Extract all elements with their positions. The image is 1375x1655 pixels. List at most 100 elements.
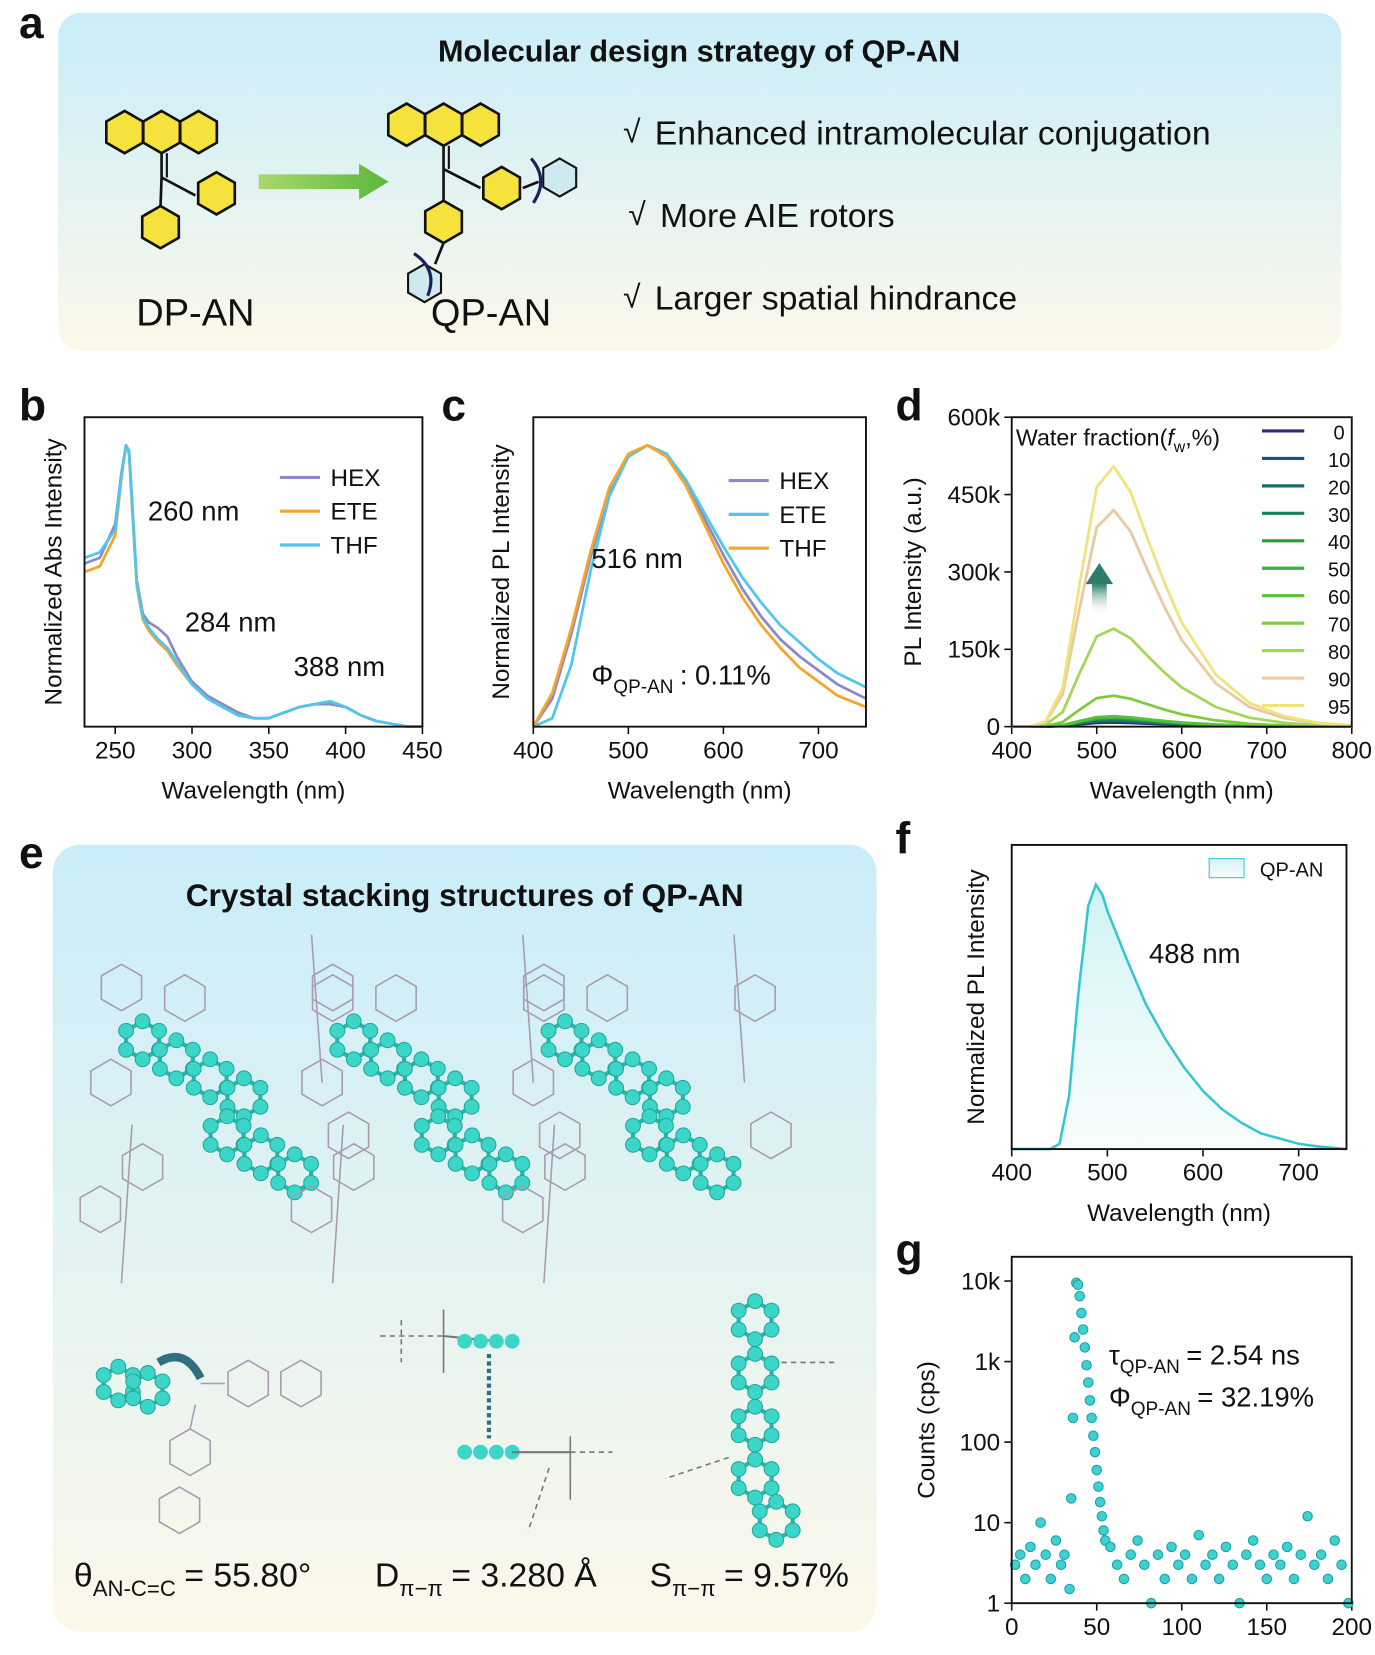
x-tick-label: 600 bbox=[1183, 1160, 1224, 1187]
value: = 55.80° bbox=[184, 1556, 311, 1594]
legend-label: ETE bbox=[331, 499, 378, 526]
drawing bbox=[641, 1146, 658, 1163]
feature-text: More AIE rotors bbox=[660, 197, 895, 235]
point bbox=[1094, 1496, 1106, 1508]
drawing bbox=[457, 1333, 473, 1349]
annotation: 260 nm bbox=[148, 496, 240, 527]
x-tick-label: 150 bbox=[1247, 1614, 1288, 1641]
drawing bbox=[202, 1117, 219, 1134]
line bbox=[1011, 627, 1352, 729]
point bbox=[1179, 1549, 1191, 1560]
point bbox=[1067, 1412, 1079, 1424]
point bbox=[1288, 1573, 1300, 1585]
drawing bbox=[529, 157, 543, 204]
legend-title: Water fraction(fw,%) bbox=[1016, 425, 1220, 456]
drawing bbox=[504, 1333, 520, 1349]
plot-frame bbox=[532, 416, 867, 728]
drawing bbox=[433, 242, 445, 265]
drawing bbox=[423, 102, 464, 148]
legend-label: 50 bbox=[1328, 560, 1350, 582]
drawing bbox=[733, 934, 746, 1083]
drawing bbox=[379, 1032, 396, 1049]
point bbox=[1030, 1559, 1041, 1571]
drawing bbox=[303, 1174, 320, 1191]
drawing bbox=[763, 1355, 780, 1372]
drawing bbox=[521, 934, 535, 1083]
point bbox=[1055, 1559, 1067, 1571]
drawing bbox=[542, 157, 578, 198]
legend-label: 20 bbox=[1328, 477, 1350, 499]
drawing bbox=[751, 1522, 768, 1539]
drawing bbox=[730, 1321, 747, 1338]
drawing bbox=[168, 1032, 185, 1049]
drawing bbox=[79, 1185, 122, 1234]
y-axis-label: PL Intensity (a.u.) bbox=[900, 477, 927, 666]
molecule-name: QP-AN bbox=[431, 292, 551, 334]
drawing bbox=[407, 262, 443, 304]
drawing bbox=[763, 1461, 780, 1477]
point bbox=[1072, 1279, 1084, 1291]
drawing bbox=[218, 1060, 235, 1077]
panel-label: g bbox=[896, 1226, 923, 1275]
subscript: QP-AN bbox=[1120, 1357, 1180, 1378]
x-tick-label: 450 bbox=[402, 737, 443, 764]
point bbox=[1173, 1559, 1184, 1571]
point bbox=[1132, 1535, 1143, 1546]
drawing bbox=[747, 1346, 764, 1362]
drawing bbox=[168, 1070, 185, 1087]
panel-label: c bbox=[441, 381, 466, 430]
y-tick-label: 10 bbox=[973, 1510, 1000, 1537]
drawing bbox=[178, 109, 219, 155]
annotation: ΦQP-AN: 0.11% bbox=[591, 659, 770, 697]
drawing bbox=[473, 1333, 488, 1349]
drawing bbox=[120, 1124, 133, 1284]
legend-label: 10 bbox=[1328, 450, 1350, 472]
drawing bbox=[331, 1124, 345, 1284]
drawing bbox=[345, 1051, 362, 1068]
drawing bbox=[375, 973, 417, 1023]
drawing bbox=[488, 1333, 504, 1349]
value: = 2.54 ns bbox=[1186, 1340, 1300, 1371]
y-tick-label: 1k bbox=[974, 1349, 1000, 1376]
legend-label: 70 bbox=[1328, 615, 1350, 637]
drawing bbox=[447, 1136, 464, 1153]
drawing bbox=[105, 109, 145, 155]
drawing bbox=[363, 1060, 380, 1077]
point bbox=[1329, 1535, 1341, 1546]
drawing bbox=[396, 1041, 412, 1058]
legend-label: THF bbox=[331, 532, 378, 559]
x-tick-label: 800 bbox=[1332, 737, 1373, 764]
drawing bbox=[658, 1117, 674, 1134]
drawing bbox=[514, 1174, 531, 1191]
drawing bbox=[624, 1051, 641, 1068]
plot-frame bbox=[1010, 1255, 1353, 1605]
point bbox=[1069, 1332, 1080, 1343]
x-tick-label: 500 bbox=[608, 737, 649, 764]
drawing bbox=[202, 1136, 219, 1153]
drawing bbox=[95, 1367, 112, 1383]
parameter: Sπ−π = 9.57% bbox=[649, 1556, 848, 1601]
drawing bbox=[625, 1117, 641, 1134]
point bbox=[1166, 1541, 1177, 1553]
legend-label: HEX bbox=[331, 465, 381, 492]
drawing bbox=[522, 963, 565, 1012]
point bbox=[1220, 1541, 1232, 1553]
point bbox=[1020, 1573, 1031, 1585]
y-tick-label: 300k bbox=[947, 559, 1000, 586]
drawing bbox=[734, 973, 777, 1023]
drawing bbox=[189, 1404, 197, 1430]
drawing bbox=[750, 1111, 792, 1160]
legend-label: 90 bbox=[1328, 670, 1350, 692]
line bbox=[1011, 508, 1352, 729]
point bbox=[1275, 1559, 1286, 1571]
drawing bbox=[363, 1041, 380, 1058]
annotation: 488 nm bbox=[1149, 938, 1241, 969]
line bbox=[532, 443, 867, 728]
drawing bbox=[763, 1302, 780, 1319]
x-tick-label: 500 bbox=[1087, 1160, 1128, 1187]
point bbox=[1040, 1549, 1051, 1560]
drawing bbox=[269, 1136, 286, 1153]
drawing bbox=[236, 1136, 253, 1153]
drawing bbox=[751, 1503, 768, 1520]
drawing bbox=[730, 1374, 747, 1391]
